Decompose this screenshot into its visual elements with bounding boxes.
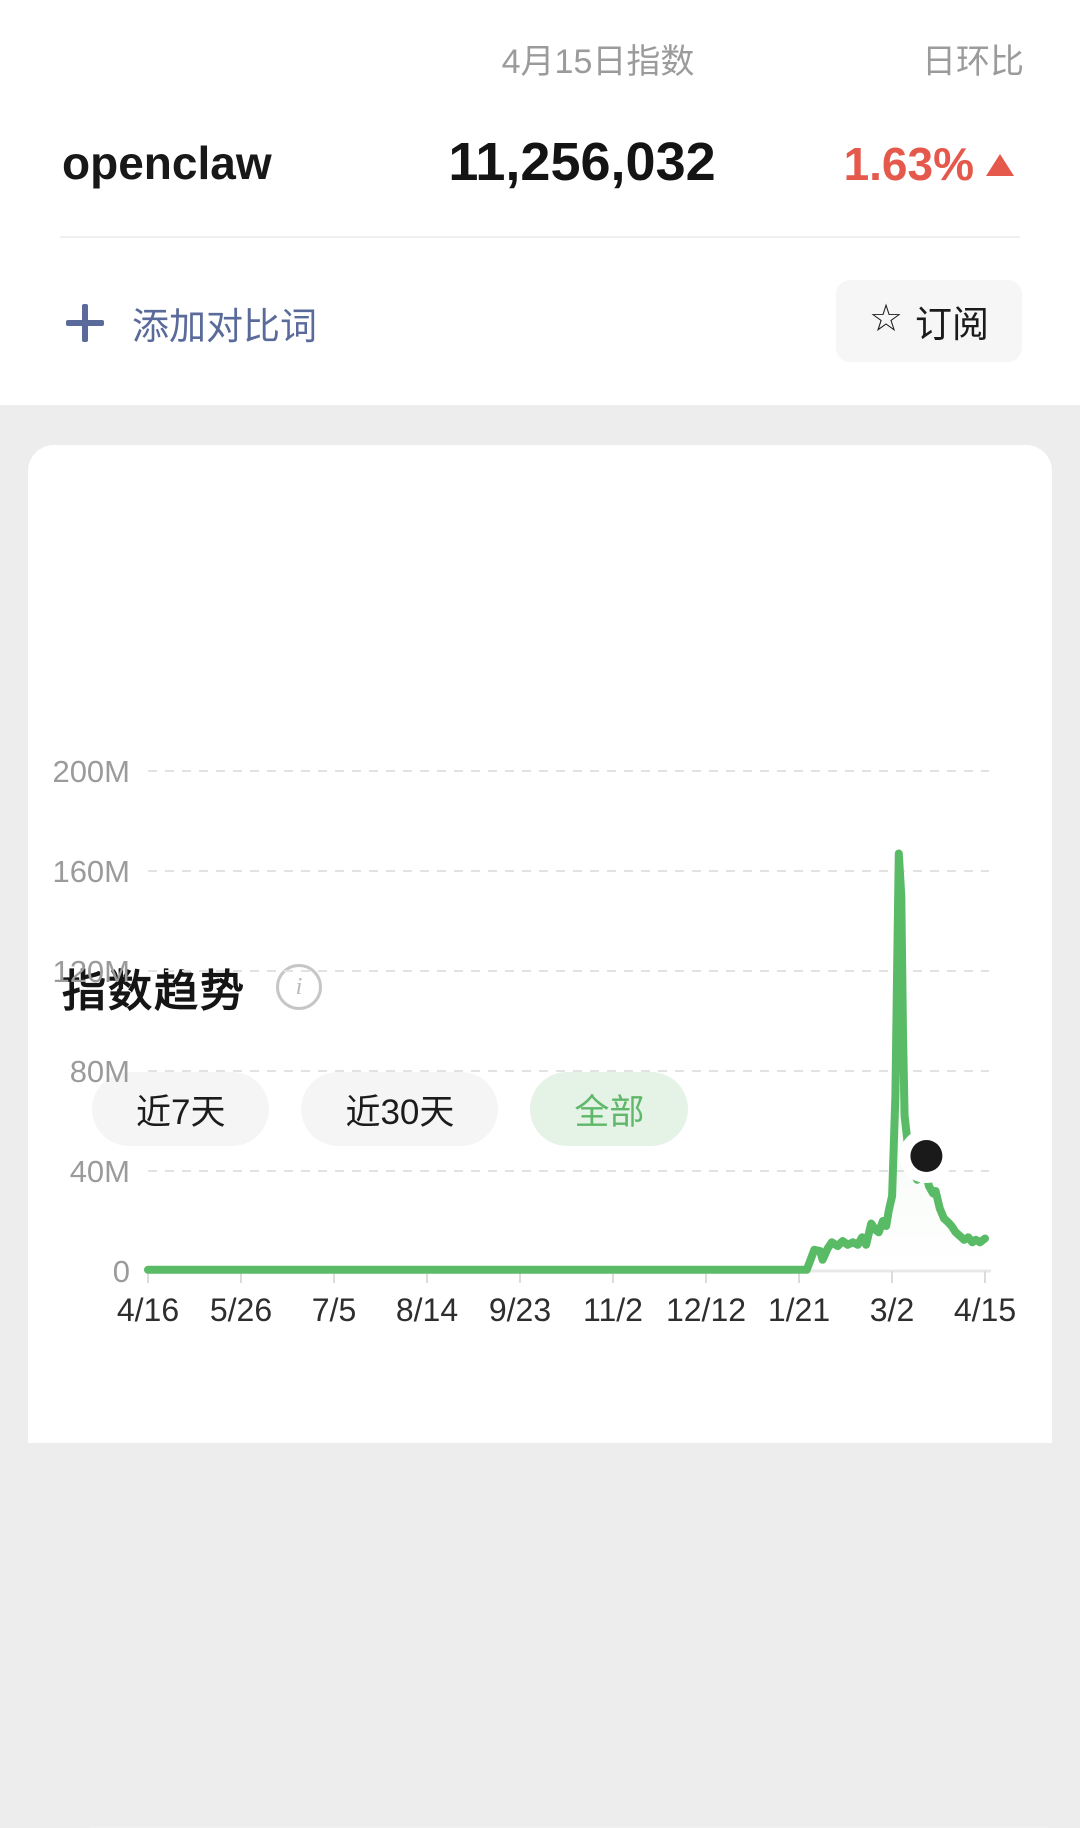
- range-pill-row: 近7天 近30天 全部: [92, 1072, 689, 1146]
- trend-card-title-row: 指数趋势 i: [62, 955, 322, 1019]
- day-over-day-label: 日环比: [922, 43, 1024, 81]
- subscribe-label: 订阅: [915, 304, 990, 345]
- x-tick-label: 7/5: [312, 1292, 356, 1328]
- star-icon: ☆: [868, 298, 904, 340]
- x-tick-label: 1/21: [768, 1292, 830, 1328]
- trend-line: [144, 849, 989, 1274]
- y-tick-label: 0: [113, 1254, 130, 1289]
- date-index-label: 4月15日指数: [501, 43, 695, 81]
- y-tick-label: 40M: [70, 1154, 130, 1189]
- add-compare-label: 添加对比词: [132, 306, 317, 347]
- selected-point-dot[interactable]: [910, 1140, 943, 1172]
- range-pill-7d[interactable]: 近7天: [92, 1072, 270, 1146]
- x-tick-label: 4/15: [954, 1292, 1016, 1328]
- x-tick-label: 11/2: [583, 1292, 643, 1328]
- y-tick-label: 80M: [70, 1054, 130, 1089]
- trend-card-title: 指数趋势: [62, 967, 246, 1016]
- subscribe-button[interactable]: ☆ 订阅: [836, 280, 1022, 362]
- index-value: 11,256,032: [448, 132, 716, 192]
- add-compare-button[interactable]: 添加对比词: [66, 288, 317, 358]
- change-percent: 1.63%: [843, 138, 974, 190]
- x-tick-label: 5/26: [210, 1292, 272, 1328]
- trend-area-fill: [148, 853, 985, 1271]
- range-pill-all[interactable]: 全部: [530, 1072, 689, 1146]
- up-triangle-icon: [986, 154, 1014, 176]
- plus-icon: [66, 304, 104, 342]
- y-tick-label: 160M: [52, 854, 130, 889]
- header-divider: [60, 236, 1020, 238]
- y-tick-label: 200M: [52, 754, 130, 789]
- x-tick-label: 12/12: [666, 1292, 746, 1328]
- x-tick-label: 9/23: [489, 1292, 551, 1328]
- trend-line-chart[interactable]: 0 40M 80M 120M 160M 200M 4/16 5/26 7/5 8/14 9/23 11…: [0, 700, 1080, 1360]
- x-tick-label: 8/14: [396, 1292, 458, 1328]
- header-panel: 4月15日指数 日环比 openclaw 11,256,032 1.63% 添加…: [0, 0, 1080, 405]
- change-percent-wrap: 1.63%: [844, 134, 1014, 194]
- trend-card: 指数趋势 i 近7天 近30天 全部: [28, 445, 1052, 1828]
- x-tick-label: 4/16: [117, 1292, 179, 1328]
- x-tick-label: 3/2: [870, 1292, 914, 1328]
- y-tick-label: 120M: [52, 954, 130, 989]
- info-icon[interactable]: i: [276, 964, 322, 1010]
- keyword-name: openclaw: [62, 137, 272, 189]
- range-pill-30d[interactable]: 近30天: [301, 1072, 499, 1146]
